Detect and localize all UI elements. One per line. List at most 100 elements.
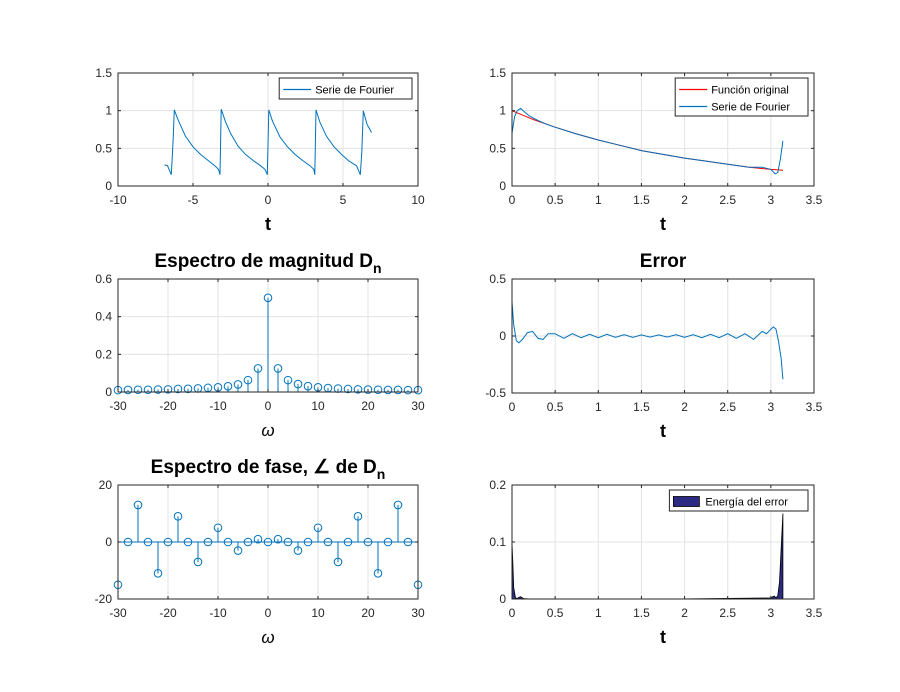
legend-entry: Función original	[711, 85, 789, 97]
x-axis-label: t	[660, 421, 666, 441]
chart-title-subscript: n	[377, 466, 386, 482]
stem-marker	[243, 375, 253, 385]
stem-marker	[283, 537, 293, 547]
x-tick-label: 2.5	[719, 193, 736, 207]
stem-marker	[303, 537, 313, 547]
stem-marker	[143, 537, 153, 547]
stem-marker	[373, 569, 383, 578]
y-tick-label: -0.5	[485, 386, 506, 400]
x-tick-label: 5	[340, 193, 347, 207]
x-axis-label: t	[660, 214, 666, 234]
stem-marker	[273, 364, 283, 373]
chart-title-main: Espectro de fase, ∠ de D	[151, 457, 377, 478]
stem-marker	[383, 537, 393, 547]
chart-title-main: Error	[640, 251, 687, 272]
x-tick-label: 1.5	[633, 193, 650, 207]
stem-marker	[403, 385, 413, 395]
stem-marker	[163, 537, 173, 547]
stem-marker	[363, 385, 373, 394]
stem-marker	[343, 537, 353, 547]
stem-marker	[313, 523, 323, 533]
x-tick-label: 0	[509, 400, 516, 414]
legend-swatch	[673, 496, 700, 507]
stem-marker	[333, 557, 343, 567]
stem-marker	[173, 384, 183, 394]
x-tick-label: 0	[265, 193, 272, 207]
y-tick-label: 1.5	[489, 66, 506, 80]
stem-marker	[303, 381, 313, 391]
chart-title: Espectro de fase, ∠ de Dn	[151, 457, 386, 482]
stem-marker	[153, 569, 163, 578]
chart-title-main: Espectro de magnitud D	[154, 251, 373, 272]
legend: Serie de Fourier	[278, 77, 413, 100]
x-tick-label: 10	[411, 193, 425, 207]
stem-marker	[383, 385, 393, 395]
series-line	[512, 301, 784, 380]
stem-marker	[283, 375, 293, 385]
stem-marker	[173, 512, 183, 521]
y-tick-label: 0.5	[95, 141, 112, 155]
stem-marker	[233, 380, 243, 389]
x-axis-label: ω	[261, 628, 274, 647]
y-tick-label: 0	[499, 329, 506, 343]
data-layer	[164, 109, 372, 175]
chart-title: Error	[640, 251, 687, 272]
x-tick-label: 20	[361, 606, 375, 620]
x-tick-label: 0	[265, 606, 272, 620]
stem-marker	[253, 364, 263, 373]
series-line	[164, 109, 372, 175]
x-tick-label: 10	[311, 606, 325, 620]
chart-title-subscript: n	[373, 260, 382, 276]
x-tick-label: -20	[159, 399, 177, 413]
subplot-1: -10 -5 0 5 10 0 0.5 1 1.5 t Serie de Fourier	[95, 66, 425, 234]
stem-marker	[263, 293, 273, 303]
stem-marker	[223, 537, 233, 547]
subplot-2: 0 0.5 1 1.5 2 2.5 3 3.5 0 0.5 1 1.5 t Función origina…	[489, 66, 822, 234]
stem-marker	[363, 537, 373, 547]
chart-title: Espectro de magnitud Dn	[154, 251, 381, 276]
stem-marker	[243, 537, 253, 547]
subplot-5: 0 0.5 1 1.5 2 2.5 3 3.5 0 0.1 0.2 t Energía del erro…	[489, 478, 822, 647]
legend-box	[278, 77, 413, 100]
x-tick-label: -10	[109, 193, 127, 207]
y-tick-label: 1	[499, 104, 506, 118]
x-tick-label: 0.5	[547, 193, 564, 207]
x-tick-label: 1.5	[633, 606, 650, 620]
y-tick-label: 0.5	[489, 141, 506, 155]
stem-marker	[253, 534, 263, 544]
stem-marker	[183, 384, 193, 394]
legend: Función original Serie de Fourier	[674, 77, 809, 117]
legend-entry: Serie de Fourier	[315, 85, 394, 97]
stem-marker	[273, 534, 283, 544]
y-tick-label: 0	[499, 592, 506, 606]
stem-marker	[213, 523, 223, 533]
x-tick-label: 2.5	[719, 606, 736, 620]
x-tick-label: -10	[209, 606, 227, 620]
stem-marker	[133, 500, 143, 510]
stem-marker	[163, 385, 173, 394]
stem-marker	[203, 537, 213, 547]
stem-marker	[373, 385, 383, 395]
stem-marker	[123, 385, 133, 395]
stem-marker	[323, 537, 333, 547]
stem-marker	[293, 546, 303, 555]
y-tick-label: 0.4	[95, 310, 112, 324]
x-tick-label: -10	[209, 399, 227, 413]
x-tick-label: 3.5	[806, 606, 823, 620]
axes-box	[511, 72, 815, 187]
x-tick-label: 1	[595, 606, 602, 620]
stem-marker	[193, 557, 203, 567]
y-tick-label: 0.2	[489, 478, 506, 492]
y-tick-label: 0	[499, 179, 506, 193]
stem-marker	[123, 537, 133, 547]
x-tick-label: 0.5	[547, 400, 564, 414]
y-tick-label: 0.2	[95, 347, 112, 361]
x-tick-label: -5	[188, 193, 199, 207]
x-tick-label: 2.5	[719, 400, 736, 414]
x-tick-label: 3.5	[806, 193, 823, 207]
x-axis-label: ω	[261, 421, 274, 440]
stem-marker	[143, 385, 153, 395]
stem-marker	[263, 537, 273, 547]
